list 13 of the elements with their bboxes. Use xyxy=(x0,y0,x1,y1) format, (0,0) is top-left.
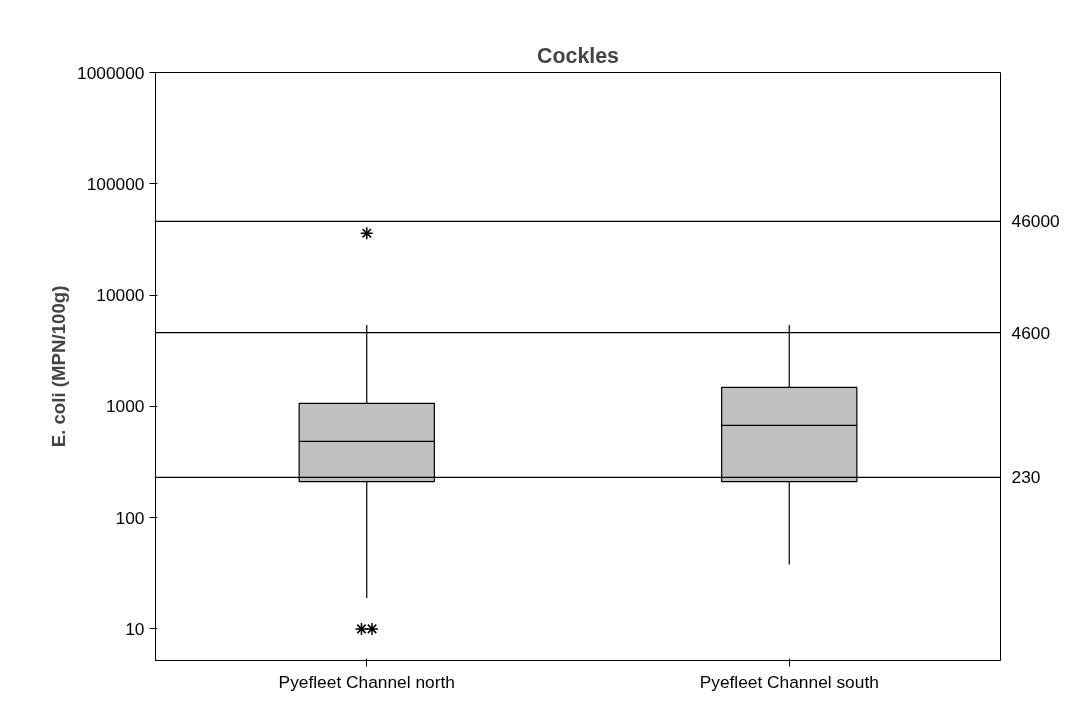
y-tick-label: 100000 xyxy=(86,173,145,194)
ref-line-label: 230 xyxy=(1011,467,1041,488)
y-tick-label: 10 xyxy=(125,618,145,639)
y-tick-label: 1000 xyxy=(105,396,145,417)
y-tick-label: 10000 xyxy=(96,285,145,306)
y-tick-label: 100 xyxy=(115,507,145,528)
y-axis-title: E. coli (MPN/100g) xyxy=(48,285,70,448)
y-tick-label: 1000000 xyxy=(77,62,145,83)
ref-line-label: 46000 xyxy=(1011,211,1060,232)
x-tick-label: Pyefleet Channel south xyxy=(699,671,879,692)
chart-title: Cockles xyxy=(537,43,619,68)
ref-line-label: 4600 xyxy=(1011,322,1051,343)
x-tick-label: Pyefleet Channel north xyxy=(278,671,455,692)
